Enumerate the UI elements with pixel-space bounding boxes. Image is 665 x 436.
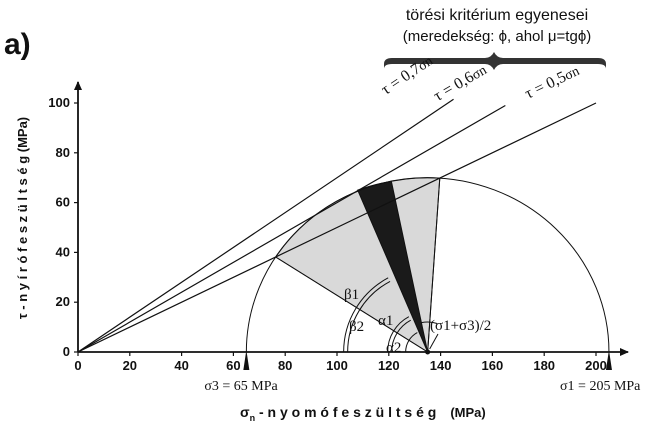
x-tick-label: 140 [430, 358, 452, 373]
y-tick-label: 40 [56, 244, 70, 259]
criterion-sigma: σn [469, 63, 489, 83]
beta2-label: β2 [349, 319, 364, 335]
alpha2-label: α2 [386, 340, 401, 356]
x-tick-label: 180 [533, 358, 555, 373]
center-leader-line [429, 333, 439, 350]
y-tick-label: 20 [56, 294, 70, 309]
criterion-line-07 [77, 98, 454, 353]
x-tick-label: 120 [378, 358, 400, 373]
alpha1-label: α1 [378, 313, 393, 329]
criterion-sigma: σn [562, 64, 582, 84]
mohr-circle-arc [245, 177, 610, 353]
criterion-line-05 [77, 102, 597, 353]
criterion-title: törési kritérium egyenesei [406, 7, 588, 24]
chord-right [427, 178, 441, 353]
y-axis-label: τ - n y í r ó f e s z ü l t s é g (MPa) [15, 117, 30, 319]
beta2-arc [387, 316, 410, 353]
x-axis-subscript: n [250, 413, 256, 423]
alpha1-arc [421, 321, 438, 325]
beta1-arc-inner [347, 280, 391, 353]
circle-group [245, 177, 610, 353]
x-tick-label: 60 [226, 358, 240, 373]
sigma1-marker [605, 350, 612, 370]
tick-group: 0 20 40 60 80 100 120 140 160 180 200 0 20 40 60 80 100 [48, 95, 607, 373]
x-axis-text: - n y o m ó f e s z ü l t s é g [255, 404, 436, 420]
criterion-subtitle: (meredekség: ϕ, ahol μ=tgϕ) [403, 28, 591, 45]
alpha2-arc [405, 332, 418, 353]
sector-group [274, 177, 441, 353]
circle-center-point [425, 349, 431, 355]
x-tick-label: 80 [278, 358, 292, 373]
chord-left [275, 256, 428, 353]
x-tick-label: 160 [482, 358, 504, 373]
y-tick-label: 100 [48, 95, 70, 110]
x-tick-label: 100 [326, 358, 348, 373]
beta2-arc-inner [391, 319, 411, 353]
y-tick-label: 60 [56, 195, 70, 210]
sigma3-label: σ3 = 65 MPa [204, 379, 278, 394]
x-axis-label: σn - n y o m ó f e s z ü l t s é g (MPa) [240, 404, 486, 423]
x-tick-label: 0 [74, 358, 81, 373]
y-tick-label: 0 [63, 344, 70, 359]
criterion-sigma: σn [415, 54, 435, 75]
criterion-coef: 0,5 [544, 68, 569, 92]
x-axis-symbol: σ [240, 404, 250, 420]
criterion-line-label: τ = 0,5σn [522, 62, 582, 102]
sigma3-marker [243, 350, 250, 370]
criterion-line-06 [77, 104, 506, 353]
x-tick-label: 20 [123, 358, 137, 373]
center-label: (σ1+σ3)/2 [430, 318, 491, 334]
criterion-line-label: τ = 0,6σn [431, 61, 490, 105]
x-tick-label: 200 [585, 358, 607, 373]
criterion-brace [384, 52, 606, 70]
annotation-group: σ3 = 65 MPa σ1 = 205 MPa (σ1+σ3)/2 β1 β2 α1 α2 [204, 277, 641, 394]
beta1-arc [343, 277, 389, 353]
sigma1-label: σ1 = 205 MPa [560, 379, 641, 394]
x-tick-label: 40 [174, 358, 188, 373]
panel-label: a) [4, 28, 31, 61]
x-axis-unit: (MPa) [450, 405, 485, 420]
y-tick-label: 80 [56, 145, 70, 160]
axes-group [74, 81, 629, 356]
beta1-label: β1 [344, 287, 359, 303]
